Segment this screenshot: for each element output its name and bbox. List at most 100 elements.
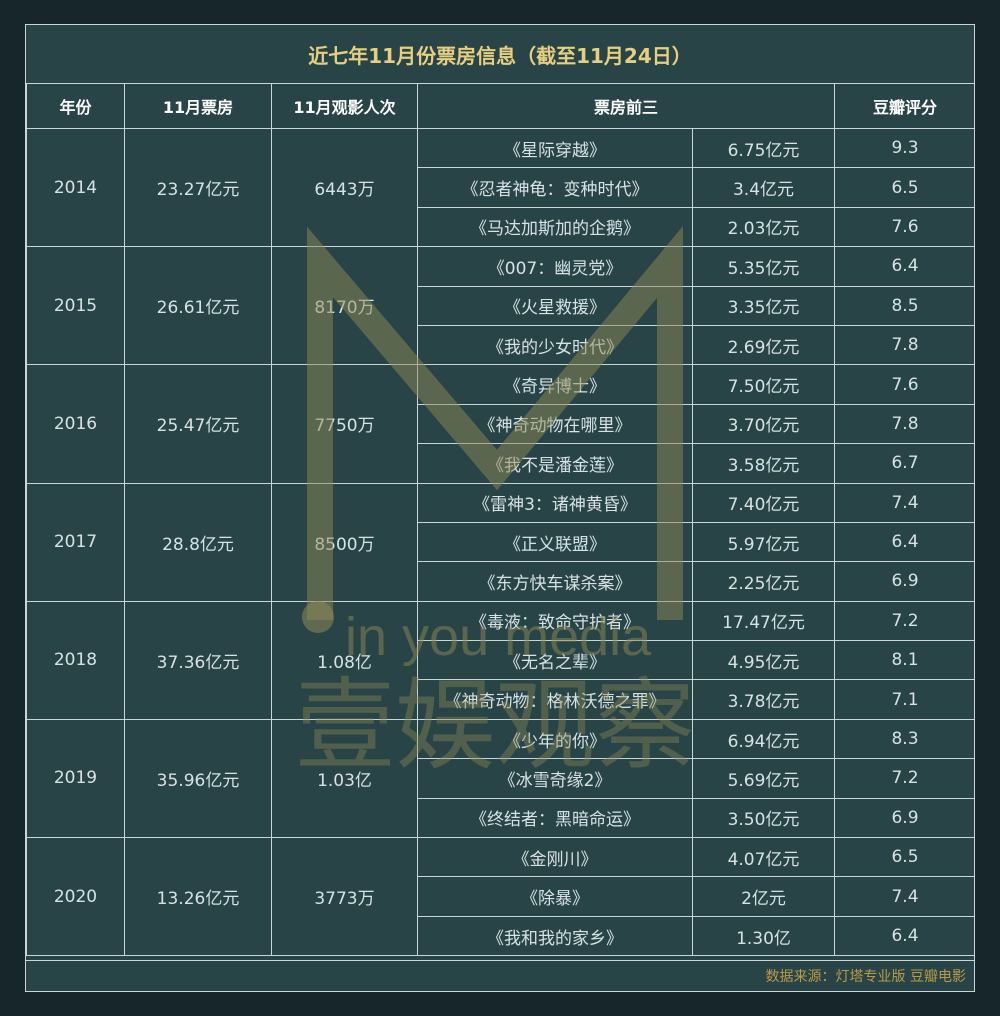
cell-rating: 9.3	[834, 127, 974, 169]
cell-admissions: 6443万	[271, 127, 418, 248]
cell-rating: 7.2	[834, 758, 974, 799]
cell-rating: 7.8	[834, 324, 974, 366]
cell-rating: 7.1	[834, 679, 974, 720]
cell-film-gross: 2亿元	[691, 876, 836, 917]
cell-box-office: 28.8亿元	[124, 482, 272, 602]
cell-film-name: 《火星救援》	[417, 285, 693, 326]
cell-film-name: 《毒液：致命守护者》	[417, 600, 693, 642]
cell-rating: 7.4	[834, 876, 974, 917]
cell-film-gross: 5.35亿元	[691, 246, 836, 287]
box-office-table: 年份 11月票房 11月观影人次 票房前三 豆瓣评分 2014 23.27亿元 64…	[26, 83, 974, 957]
cell-film-gross: 2.03亿元	[691, 206, 836, 248]
cell-year: 2016	[26, 364, 125, 484]
cell-year: 2017	[26, 482, 125, 602]
cell-rating: 6.5	[834, 167, 974, 208]
cell-film-name: 《金刚川》	[417, 837, 693, 878]
cell-admissions: 7750万	[271, 364, 418, 484]
cell-rating: 7.6	[834, 364, 974, 405]
data-source: 数据来源：灯塔专业版 豆瓣电影	[26, 960, 974, 991]
header-box-office: 11月票房	[124, 83, 272, 129]
cell-admissions: 8500万	[271, 482, 418, 602]
cell-rating: 7.4	[834, 482, 974, 523]
cell-film-gross: 3.58亿元	[691, 443, 836, 484]
cell-film-name: 《终结者：黑暗命运》	[417, 797, 693, 839]
header-year: 年份	[26, 83, 125, 129]
table-row: 2018 37.36亿元 1.08亿 《毒液：致命守护者》 17.47亿元 7.2	[26, 600, 974, 720]
cell-rating: 6.9	[834, 561, 974, 602]
cell-film-name: 《冰雪奇缘2》	[417, 758, 693, 799]
cell-rating: 8.3	[834, 718, 974, 760]
table-row: 2015 26.61亿元 8170万 《007：幽灵党》 5.35亿元 6.4	[26, 246, 974, 366]
cell-film-gross: 2.25亿元	[691, 561, 836, 602]
cell-year: 2014	[26, 127, 125, 248]
header-rating: 豆瓣评分	[834, 83, 974, 129]
cell-film-name: 《我不是潘金莲》	[417, 443, 693, 484]
cell-rating: 6.4	[834, 521, 974, 563]
cell-film-gross: 3.70亿元	[691, 403, 836, 445]
cell-film-gross: 4.95亿元	[691, 640, 836, 681]
table-row: 《我和我的家乡》 1.30亿 6.4	[27, 915, 974, 957]
cell-film-name: 《马达加斯加的企鹅》	[417, 206, 693, 248]
cell-film-name: 《神奇动物：格林沃德之罪》	[417, 679, 693, 720]
cell-film-name: 《东方快车谋杀案》	[417, 561, 693, 602]
cell-film-gross: 3.50亿元	[691, 797, 836, 839]
cell-film-gross: 4.07亿元	[691, 837, 836, 878]
cell-box-office: 25.47亿元	[124, 364, 272, 484]
cell-admissions: 8170万	[271, 246, 418, 366]
cell-box-office: 35.96亿元	[124, 718, 272, 839]
header-row: 年份 11月票房 11月观影人次 票房前三 豆瓣评分	[26, 83, 974, 129]
cell-film-name: 《忍者神龟：变种时代》	[417, 167, 693, 208]
cell-rating: 6.4	[834, 246, 974, 287]
cell-year: 2020	[26, 837, 125, 957]
cell-year: 2019	[26, 718, 125, 839]
cell-box-office: 26.61亿元	[124, 246, 272, 366]
cell-film-gross: 5.97亿元	[691, 521, 836, 563]
cell-film-gross: 3.4亿元	[691, 167, 836, 208]
cell-film-name: 《无名之辈》	[417, 640, 693, 681]
cell-box-office: 13.26亿元	[124, 837, 272, 957]
header-admissions: 11月观影人次	[271, 83, 418, 129]
table-row: 《神奇动物：格林沃德之罪》 3.78亿元 7.1	[27, 679, 974, 720]
table-row: 2020 13.26亿元 3773万 《金刚川》 4.07亿元 6.5	[26, 837, 974, 957]
page-title: 近七年11月份票房信息（截至11月24日）	[308, 43, 692, 68]
cell-box-office: 37.36亿元	[124, 600, 272, 720]
cell-rating: 6.7	[834, 443, 974, 484]
cell-film-name: 《我和我的家乡》	[417, 915, 693, 957]
table-row: 2014 23.27亿元 6443万 《星际穿越》 6.75亿元 9.3	[26, 127, 974, 248]
cell-admissions: 1.03亿	[271, 718, 418, 839]
cell-film-gross: 3.78亿元	[691, 679, 836, 720]
cell-rating: 6.9	[834, 797, 974, 839]
cell-rating: 8.5	[834, 285, 974, 326]
cell-admissions: 1.08亿	[271, 600, 418, 720]
cell-film-name: 《星际穿越》	[417, 127, 693, 169]
cell-year: 2015	[26, 246, 125, 366]
cell-film-gross: 5.69亿元	[691, 758, 836, 799]
cell-film-gross: 17.47亿元	[691, 600, 836, 642]
cell-film-name: 《我的少女时代》	[417, 324, 693, 366]
cell-rating: 6.5	[834, 837, 974, 878]
table-row: 2019 35.96亿元 1.03亿 《少年的你》 6.94亿元 8.3	[26, 718, 974, 839]
cell-film-name: 《神奇动物在哪里》	[417, 403, 693, 445]
cell-rating: 7.6	[834, 206, 974, 248]
cell-year: 2018	[26, 600, 125, 720]
cell-film-name: 《少年的你》	[417, 718, 693, 760]
cell-film-gross: 7.40亿元	[691, 482, 836, 523]
header-top3: 票房前三	[416, 83, 836, 129]
cell-film-gross: 6.75亿元	[691, 127, 836, 169]
cell-film-gross: 3.35亿元	[691, 285, 836, 326]
cell-rating: 7.2	[834, 600, 974, 642]
cell-box-office: 23.27亿元	[124, 127, 272, 248]
table-row: 2016 25.47亿元 7750万 《奇异博士》 7.50亿元 7.6	[26, 364, 974, 484]
cell-film-name: 《除暴》	[417, 876, 693, 917]
cell-film-gross: 1.30亿	[691, 915, 836, 957]
cell-rating: 7.8	[834, 403, 974, 445]
cell-film-name: 《雷神3：诸神黄昏》	[417, 482, 693, 523]
table-frame: 近七年11月份票房信息（截至11月24日） 年份 11月票房 11月观影人次 票…	[25, 24, 975, 992]
cell-rating: 6.4	[834, 915, 974, 957]
table-row: 《终结者：黑暗命运》 3.50亿元 6.9	[27, 797, 974, 839]
cell-rating: 8.1	[834, 640, 974, 681]
cell-film-name: 《正义联盟》	[417, 521, 693, 563]
cell-film-name: 《007：幽灵党》	[417, 246, 693, 287]
cell-film-gross: 6.94亿元	[691, 718, 836, 760]
cell-film-gross: 2.69亿元	[691, 324, 836, 366]
